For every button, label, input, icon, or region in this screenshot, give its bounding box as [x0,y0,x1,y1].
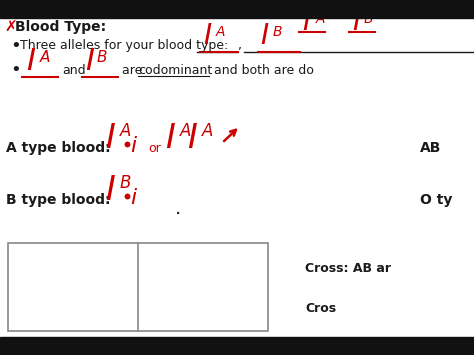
Text: $\mathit{B}$: $\mathit{B}$ [119,175,131,192]
Text: $\mathit{I}$: $\mathit{I}$ [187,121,198,154]
Text: $\mathit{I}$: $\mathit{I}$ [302,10,311,37]
Text: Three alleles for your blood type:: Three alleles for your blood type: [20,39,228,53]
Text: •: • [10,61,21,79]
Text: Blood Type:: Blood Type: [15,20,106,34]
Text: $\mathit{I}$: $\mathit{I}$ [260,22,269,49]
Text: $\mathit{A}$: $\mathit{A}$ [119,124,132,141]
Text: $\mathit{I}$: $\mathit{I}$ [26,47,36,77]
Text: $\mathit{B}$: $\mathit{B}$ [272,25,283,39]
Text: codominant: codominant [138,64,212,76]
Text: are: are [122,64,146,76]
Text: or: or [148,142,161,154]
Text: B type blood:: B type blood: [6,193,110,207]
Text: Cross: AB ar: Cross: AB ar [305,262,391,275]
Text: and: and [62,64,86,76]
Text: $\mathit{I}$: $\mathit{I}$ [165,121,176,154]
Text: $\mathit{I}$: $\mathit{I}$ [105,174,116,207]
Text: $\mathit{I}$: $\mathit{I}$ [85,47,95,77]
Text: O ty: O ty [420,193,452,207]
Text: .: . [175,198,181,218]
Bar [0,0,474,18]
Text: $\mathit{A}$: $\mathit{A}$ [39,49,51,65]
Text: $\mathit{I}$: $\mathit{I}$ [105,121,116,154]
Text: AB: AB [420,141,441,155]
Text: •: • [10,37,21,55]
Text: $\mathit{A}$: $\mathit{A}$ [201,124,214,141]
Text: $\mathit{A}$: $\mathit{A}$ [315,12,326,26]
Text: $\mathit{B}$: $\mathit{B}$ [363,12,374,26]
Text: $\mathit{i}$: $\mathit{i}$ [130,187,138,209]
Text: and both are do: and both are do [210,64,314,76]
Text: $\mathit{A}$: $\mathit{A}$ [215,25,226,39]
Text: Cros: Cros [305,302,336,315]
Text: $\mathit{I}$: $\mathit{I}$ [352,10,362,37]
Bar [8,243,268,331]
Text: $\mathit{i}$: $\mathit{i}$ [130,135,138,157]
Text: ,: , [238,39,242,53]
Text: A type blood:: A type blood: [6,141,110,155]
Text: $\mathit{I}$: $\mathit{I}$ [203,22,212,49]
Bar [0,337,474,355]
Text: $\mathit{A}$: $\mathit{A}$ [179,124,192,141]
Text: $\mathit{B}$: $\mathit{B}$ [96,49,108,65]
Text: ✗: ✗ [4,20,17,34]
